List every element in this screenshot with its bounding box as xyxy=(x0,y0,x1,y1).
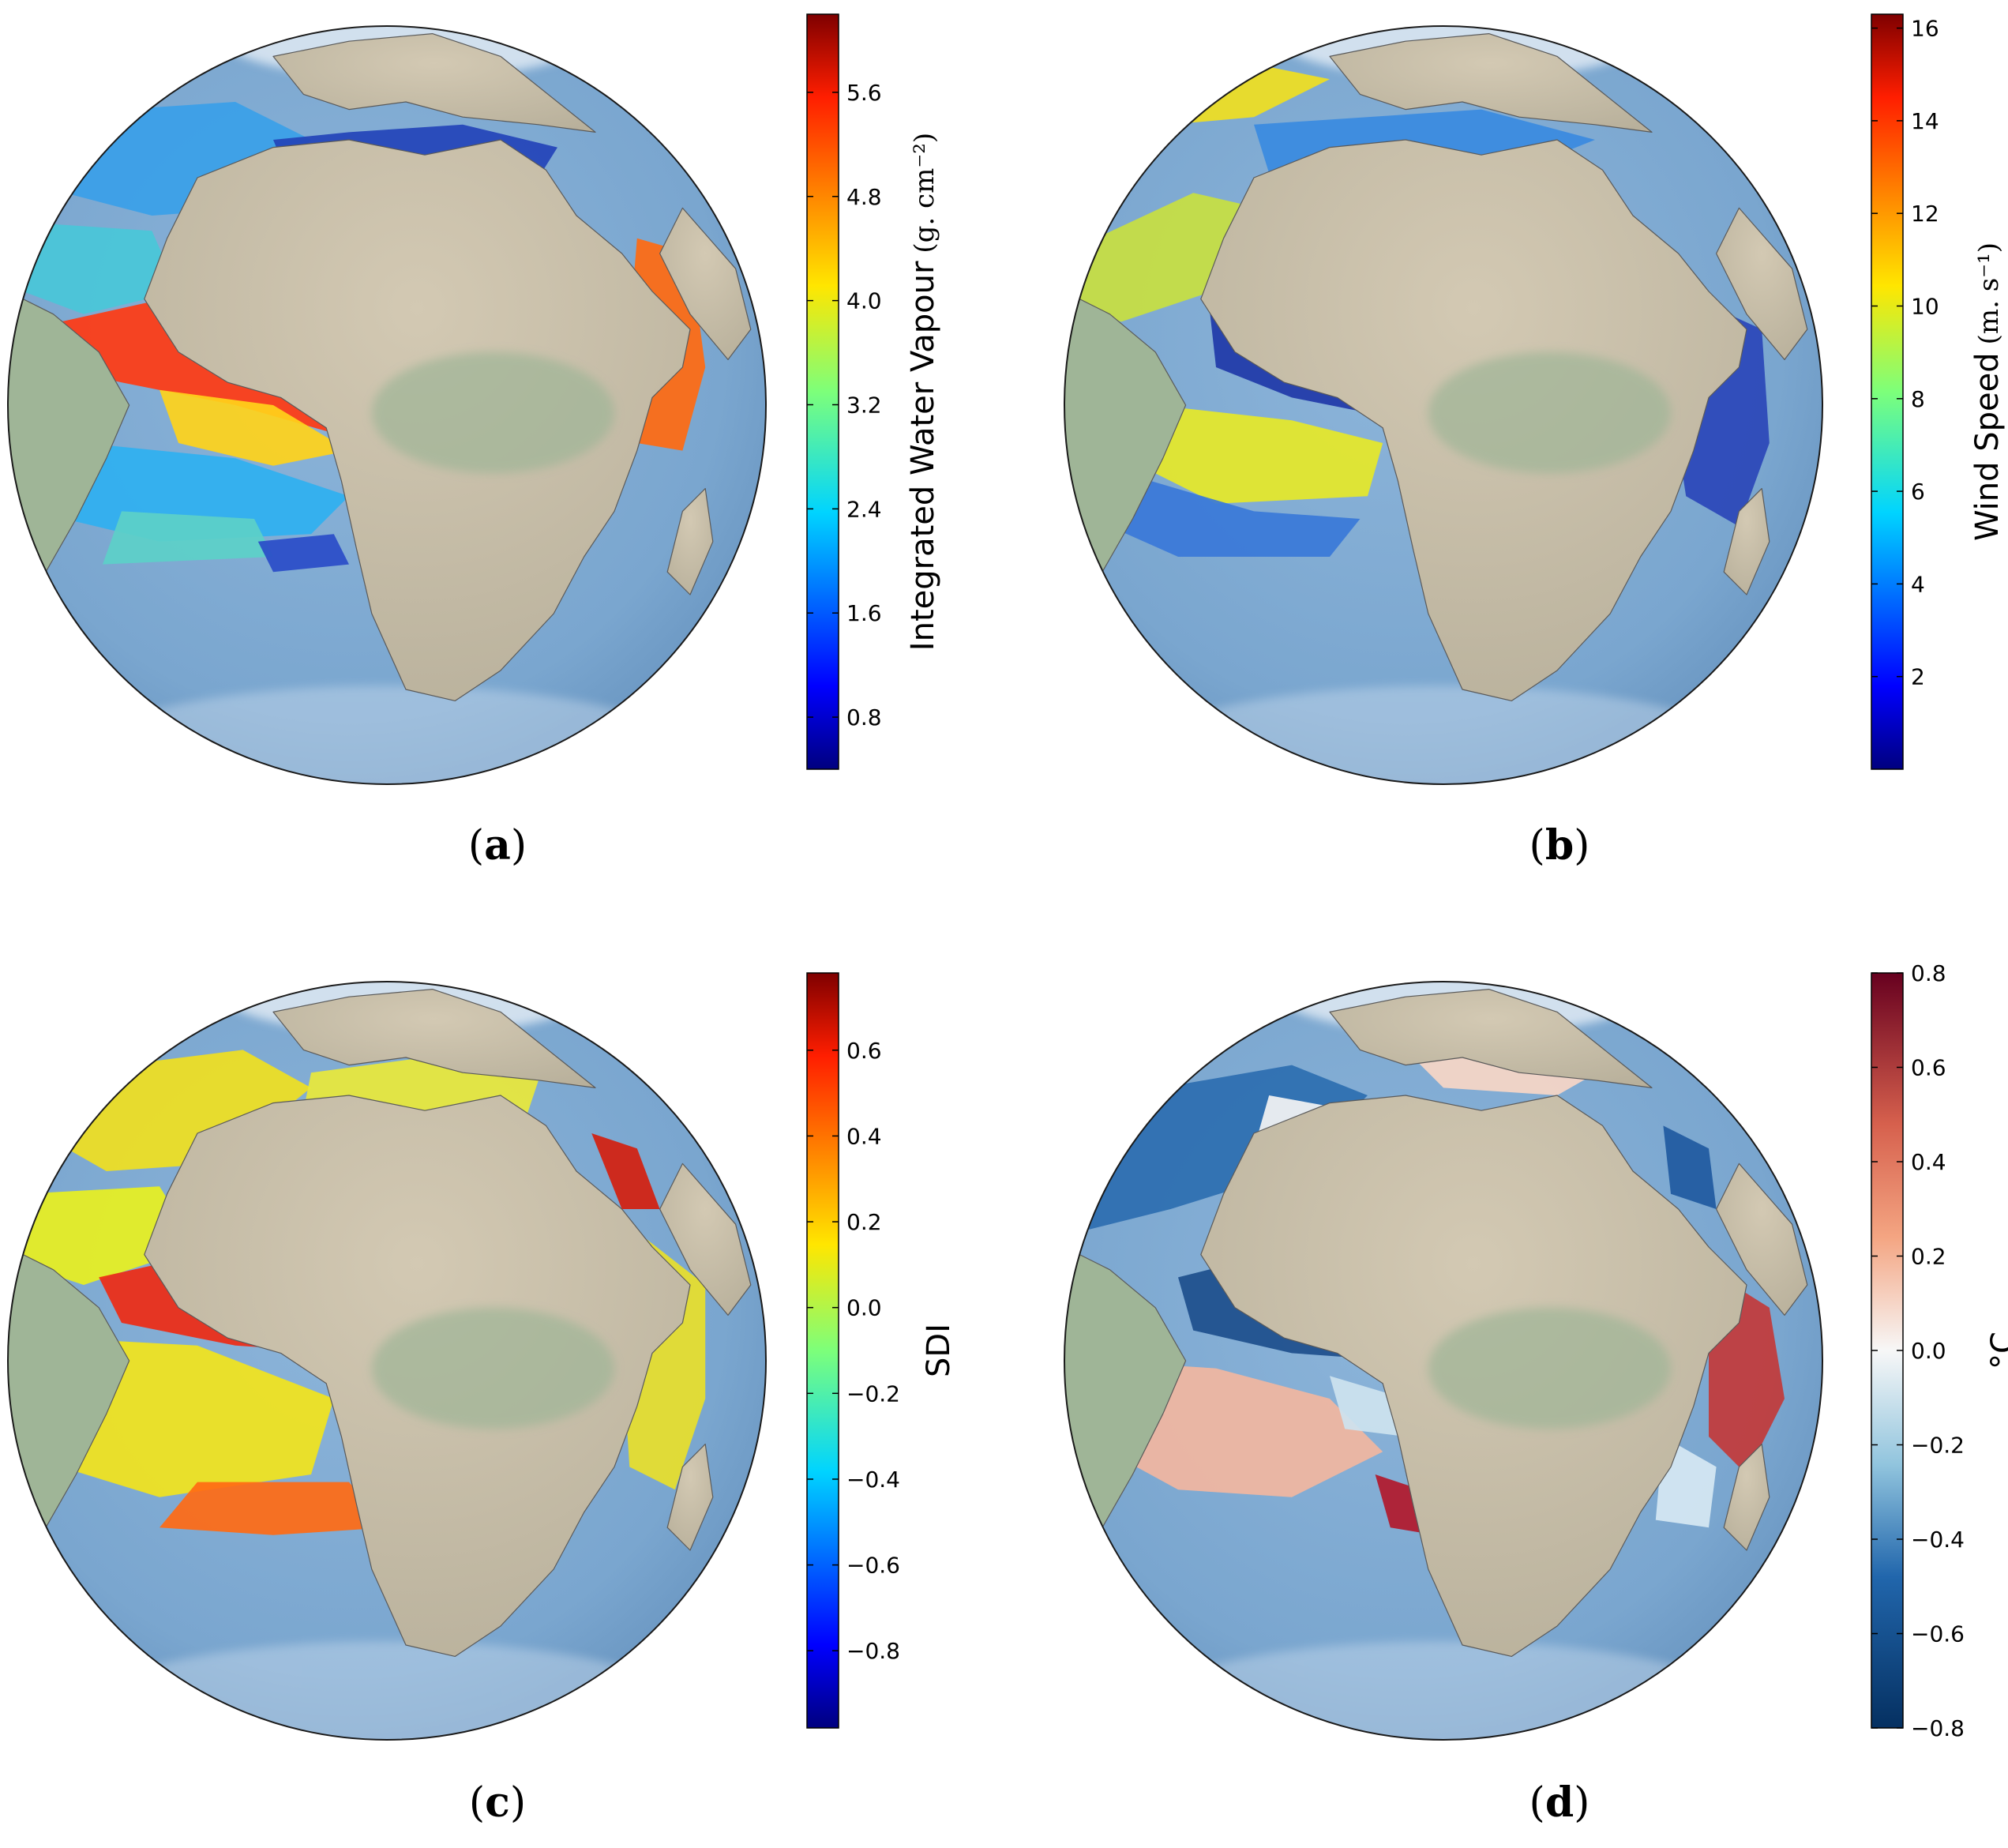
land-arabia xyxy=(1716,207,1808,360)
colorbar-tick-label: 3.2 xyxy=(846,392,882,418)
data-field-region xyxy=(257,534,349,573)
colorbar-gradient xyxy=(1871,13,1904,770)
land-madagascar xyxy=(666,488,714,595)
globe-map-c xyxy=(7,981,767,1741)
colorbar-tick-label: 2.4 xyxy=(846,496,882,522)
land-vegetation xyxy=(371,351,614,474)
land-arabia xyxy=(1716,1163,1808,1316)
globe-outline xyxy=(1064,25,1823,785)
colorbar-tick-label: 0.8 xyxy=(1911,960,1946,986)
land-europe xyxy=(1329,33,1653,133)
colorbar-label: Wind Speed(m. s⁻¹) xyxy=(1969,242,2006,541)
colorbar-tick-label: 16 xyxy=(1911,16,1939,42)
land-madagascar xyxy=(1723,1444,1770,1551)
colorbar-tick-label: 2 xyxy=(1911,664,1925,690)
colorbar-tick-label: 0.6 xyxy=(1911,1055,1946,1081)
panel-c: −0.8 −0.6 −0.4 −0.2 0.0 0.2 0.4 0.6 SDI (c) xyxy=(7,972,957,1827)
globe-outline xyxy=(7,981,767,1741)
land-vegetation xyxy=(371,1307,614,1429)
data-field-region xyxy=(1663,1125,1717,1209)
panel-caption: (c) xyxy=(469,1779,526,1827)
panel-caption: (a) xyxy=(468,821,527,870)
colorbar-tick-label: 14 xyxy=(1911,108,1939,134)
colorbar-tick-label: 0.6 xyxy=(846,1038,882,1064)
colorbar-tick-label: −0.2 xyxy=(846,1380,900,1407)
colorbar-tick-label: 12 xyxy=(1911,201,1939,227)
data-field-region xyxy=(160,1482,387,1535)
panel-a: 0.8 1.6 2.4 3.2 4.0 4.8 5.6 Integrated Water Va… xyxy=(7,13,941,870)
data-field-region xyxy=(23,223,179,314)
colorbar-tick-label: 0.8 xyxy=(846,704,882,731)
colorbar-tick-label: −0.4 xyxy=(1911,1527,1965,1553)
colorbar-tick-label: −0.4 xyxy=(846,1467,900,1493)
globe-outline xyxy=(1064,981,1823,1741)
globe-outline xyxy=(7,25,767,785)
colorbar-a: 0.8 1.6 2.4 3.2 4.0 4.8 5.6 Integrated Water Va… xyxy=(806,13,941,770)
colorbar-tick-label: 0.2 xyxy=(846,1209,882,1235)
colorbar-tick-label: 0.0 xyxy=(846,1295,882,1321)
data-field-region xyxy=(591,1133,660,1209)
land-madagascar xyxy=(666,1444,714,1551)
colorbar-b: 2 4 6 8 10 12 14 16 Wind Speed(m. s⁻¹) xyxy=(1871,13,2006,770)
land-arabia xyxy=(659,1163,752,1316)
colorbar-tick-label: 4.0 xyxy=(846,288,882,314)
colorbar-tick-label: 10 xyxy=(1911,293,1939,319)
data-field-region xyxy=(61,1338,334,1497)
colorbar-tick-label: −0.8 xyxy=(1911,1715,1965,1741)
colorbar-tick-label: −0.8 xyxy=(846,1638,900,1664)
colorbar-d: −0.8 −0.6 −0.4 −0.2 0.0 0.2 0.4 0.6 0.8 °C xyxy=(1871,960,2008,1741)
land-vegetation xyxy=(1428,1307,1671,1429)
land-europe xyxy=(272,33,596,133)
colorbar-tick-label: 1.6 xyxy=(846,600,882,626)
panel-caption: (d) xyxy=(1529,1779,1590,1827)
colorbar-tick-label: −0.6 xyxy=(846,1553,900,1579)
colorbar-tick-label: 4 xyxy=(1911,571,1925,597)
data-field-region xyxy=(160,389,349,466)
land-europe xyxy=(1329,989,1653,1088)
colorbar-label: Integrated Water Vapour(g. cm⁻²) xyxy=(905,133,941,651)
colorbar-gradient xyxy=(806,972,839,1729)
land-europe xyxy=(272,989,596,1088)
data-field-region xyxy=(1109,473,1361,557)
colorbar-label: °C xyxy=(1985,1332,2008,1369)
colorbar-tick-label: 8 xyxy=(1911,386,1925,412)
panel-caption: (b) xyxy=(1529,821,1590,870)
colorbar-tick-label: −0.6 xyxy=(1911,1621,1965,1647)
colorbar-tick-label: 0.2 xyxy=(1911,1244,1946,1270)
data-field-region xyxy=(103,511,273,565)
land-arabia xyxy=(659,207,752,360)
data-field-region xyxy=(1330,1376,1406,1437)
southern-haze xyxy=(1140,1641,1747,1740)
panel-b: 2 4 6 8 10 12 14 16 Wind Speed(m. s⁻¹) (b) xyxy=(1064,13,2006,870)
globe-map-a xyxy=(7,25,767,785)
colorbar-gradient xyxy=(806,13,839,770)
colorbar-tick-label: −0.2 xyxy=(1911,1433,1965,1459)
colorbar-tick-label: 0.4 xyxy=(846,1123,882,1149)
colorbar-label: SDI xyxy=(921,1324,957,1377)
colorbar-tick-label: 5.6 xyxy=(846,80,882,106)
data-field-region xyxy=(1140,405,1383,504)
southern-haze xyxy=(84,685,690,784)
land-madagascar xyxy=(1723,488,1770,595)
land-vegetation xyxy=(1428,351,1671,474)
colorbar-tick-label: 0.4 xyxy=(1911,1149,1946,1175)
southern-haze xyxy=(1140,685,1747,784)
panel-d: −0.8 −0.6 −0.4 −0.2 0.0 0.2 0.4 0.6 0.8 °C (d) xyxy=(1064,960,2008,1827)
southern-haze xyxy=(84,1641,690,1740)
globe-map-d xyxy=(1064,981,1823,1741)
colorbar-c: −0.8 −0.6 −0.4 −0.2 0.0 0.2 0.4 0.6 SDI xyxy=(806,972,957,1729)
globe-map-b xyxy=(1064,25,1823,785)
colorbar-tick-label: 4.8 xyxy=(846,184,882,210)
colorbar-tick-label: 6 xyxy=(1911,479,1925,505)
colorbar-tick-label: 0.0 xyxy=(1911,1338,1946,1364)
